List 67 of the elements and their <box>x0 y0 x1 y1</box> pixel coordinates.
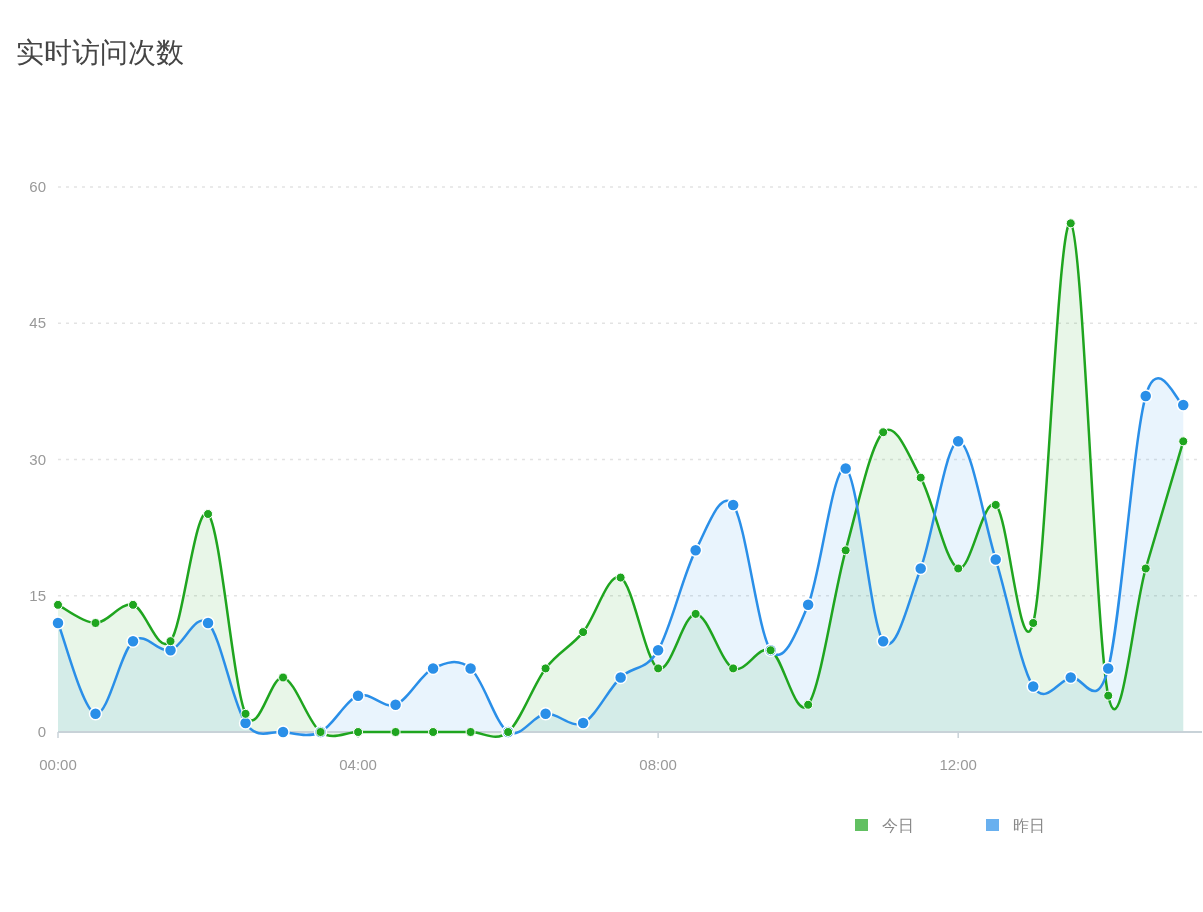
point <box>426 661 440 676</box>
x-tick-label: 00:00 <box>39 756 77 773</box>
point <box>913 561 928 576</box>
point <box>728 663 739 674</box>
point <box>803 699 814 710</box>
point <box>953 563 964 574</box>
point <box>840 545 851 556</box>
point <box>1140 563 1151 574</box>
y-tick-label: 45 <box>29 314 46 332</box>
point <box>690 608 701 619</box>
point <box>988 552 1003 567</box>
point <box>1178 436 1189 447</box>
x-tick-label: 04:00 <box>339 756 377 773</box>
point <box>1138 389 1153 403</box>
point <box>726 498 740 512</box>
x-tick-label: 12:00 <box>939 756 977 773</box>
point <box>53 599 63 610</box>
legend-label: 今日 <box>882 817 914 834</box>
point <box>51 616 65 630</box>
point <box>278 672 289 683</box>
legend-label: 昨日 <box>1013 817 1045 834</box>
point <box>578 627 589 638</box>
point <box>878 427 889 438</box>
point <box>390 727 401 737</box>
point <box>165 636 176 647</box>
point <box>90 618 101 628</box>
point <box>876 634 890 648</box>
point <box>428 727 439 737</box>
y-tick-label: 60 <box>29 178 46 195</box>
point <box>1028 618 1039 628</box>
point <box>538 707 553 721</box>
point <box>951 434 965 449</box>
point <box>576 716 590 730</box>
point <box>1063 670 1078 685</box>
y-tick-label: 15 <box>29 586 46 604</box>
point <box>126 634 140 648</box>
point <box>465 727 476 737</box>
point <box>1176 398 1190 412</box>
point <box>915 472 926 483</box>
point <box>240 708 251 719</box>
point <box>990 499 1001 510</box>
x-tick-label: 08:00 <box>639 756 677 773</box>
point <box>1103 690 1114 701</box>
point <box>203 509 214 519</box>
point <box>128 599 139 610</box>
point <box>615 572 626 583</box>
point <box>88 707 103 721</box>
chart-title: 实时访问次数 <box>16 37 184 68</box>
point <box>688 543 703 558</box>
point <box>801 598 815 612</box>
point <box>276 725 290 739</box>
point <box>388 698 403 712</box>
point <box>1026 679 1040 694</box>
point <box>613 670 628 685</box>
point <box>351 688 365 703</box>
point <box>540 663 551 674</box>
point <box>163 643 178 657</box>
point <box>651 643 665 657</box>
y-tick-label: 30 <box>29 450 46 468</box>
y-tick-label: 0 <box>37 723 46 740</box>
point <box>353 727 364 737</box>
point <box>1101 661 1115 676</box>
point <box>653 663 664 674</box>
point <box>201 616 215 630</box>
point <box>1065 218 1076 229</box>
point <box>838 461 853 476</box>
point <box>463 661 478 676</box>
